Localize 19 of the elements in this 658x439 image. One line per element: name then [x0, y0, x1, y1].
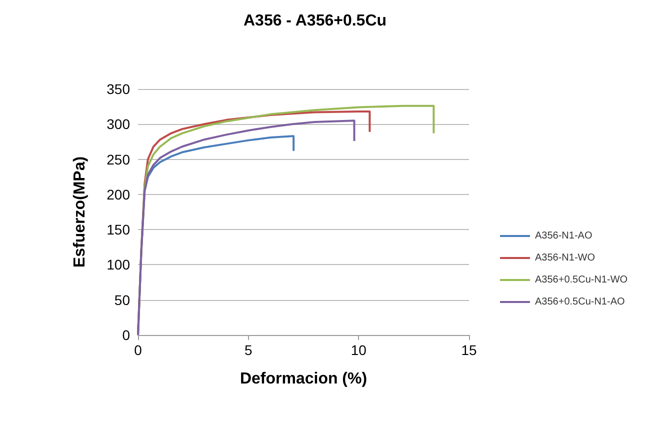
x-tick-label: 15 — [461, 342, 477, 358]
y-tick-label: 0 — [122, 327, 130, 343]
x-axis-title: Deformacion (%) — [240, 370, 368, 388]
x-tick-label: 5 — [244, 342, 252, 358]
y-tick-label: 350 — [106, 81, 130, 97]
legend-label: A356-N1-WO — [535, 252, 596, 264]
legend-label: A356-N1-AO — [535, 230, 592, 242]
chart-title: A356 - A356+0.5Cu — [243, 12, 387, 30]
y-tick-label: 200 — [106, 186, 130, 202]
legend-label: A356+0.5Cu-N1-AO — [535, 296, 625, 308]
y-axis-title: Esfuerzo(MPa) — [72, 156, 88, 268]
y-tick-label: 150 — [106, 222, 130, 238]
y-tick-label: 50 — [114, 292, 130, 308]
x-tick-label: 0 — [134, 342, 142, 358]
legend-label: A356+0.5Cu-N1-WO — [535, 274, 628, 286]
y-tick-label: 300 — [106, 116, 130, 132]
y-tick-label: 100 — [106, 256, 130, 273]
x-tick-label: 10 — [350, 342, 367, 358]
y-tick-label: 250 — [106, 151, 130, 168]
